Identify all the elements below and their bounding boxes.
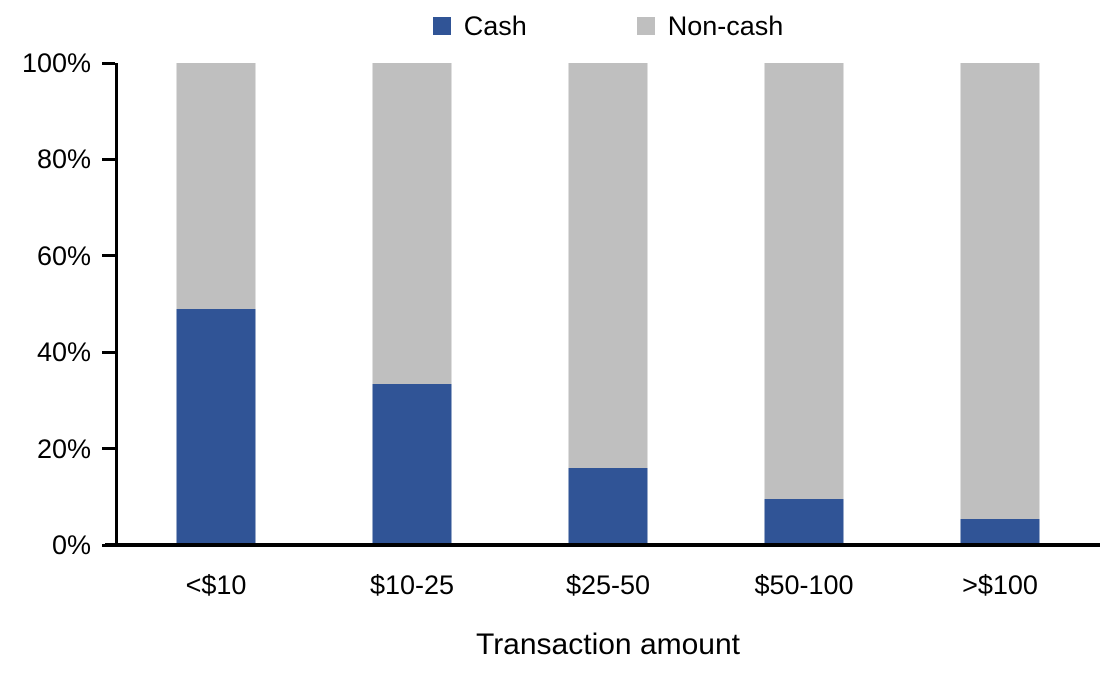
bar-segment-cash <box>568 467 648 545</box>
x-tick-label-0: <$10 <box>185 570 247 600</box>
x-tick-label-1: $10-25 <box>369 570 455 600</box>
bar-segment-cash <box>176 308 256 545</box>
y-tick-label: 40% <box>36 337 91 368</box>
x-tick-label-4: >$100 <box>962 570 1038 600</box>
y-axis-tick <box>102 254 115 258</box>
bar-1 <box>372 63 452 545</box>
legend-label: Non-cash <box>667 11 784 41</box>
bar-slot <box>510 63 706 545</box>
y-tick-label: 60% <box>36 240 91 271</box>
bar-slot <box>118 63 314 545</box>
y-tick-label: 80% <box>36 144 91 175</box>
legend-label: Cash <box>463 11 527 41</box>
x-axis-line <box>105 543 1100 547</box>
bars-row <box>118 63 1098 545</box>
bar-segment-cash <box>764 499 844 545</box>
y-axis-line <box>115 63 118 545</box>
bar-4 <box>960 63 1040 545</box>
y-axis-tick <box>102 350 115 354</box>
legend-swatch-icon <box>432 17 451 35</box>
bar-segment-cash <box>960 518 1040 545</box>
bar-slot <box>706 63 902 545</box>
x-tick-label-2: $25-50 <box>565 570 651 600</box>
bar-segment-non-cash <box>372 63 452 384</box>
legend-item-0: Cash <box>432 8 527 44</box>
y-axis-tick <box>102 61 115 65</box>
bar-segment-non-cash <box>960 63 1040 519</box>
bar-slot <box>902 63 1098 545</box>
y-tick-label: 100% <box>21 48 91 78</box>
plot-area: 0% 20% 40% 60% 80% 100% <box>22 48 1100 560</box>
bar-2 <box>568 63 648 545</box>
x-tick-label-3: $50-100 <box>754 570 854 600</box>
x-axis-title: Transaction amount <box>475 628 741 661</box>
bar-segment-cash <box>372 383 452 545</box>
y-tick-label: 20% <box>36 433 91 464</box>
chart-legend: Cash Non-cash <box>118 8 1098 44</box>
legend-item-1: Non-cash <box>636 8 784 44</box>
bar-3 <box>764 63 844 545</box>
bar-slot <box>314 63 510 545</box>
bar-segment-non-cash <box>568 63 648 468</box>
y-axis-tick <box>102 157 115 161</box>
y-tick-label: 0% <box>51 530 91 560</box>
bar-segment-non-cash <box>176 63 256 309</box>
bar-segment-non-cash <box>764 63 844 500</box>
y-axis-tick <box>102 447 115 451</box>
x-tick-labels: <$10 $10-25 $25-50 $50-100 >$100 <box>118 568 1098 602</box>
legend-swatch-icon <box>636 17 655 35</box>
bar-0 <box>176 63 256 545</box>
